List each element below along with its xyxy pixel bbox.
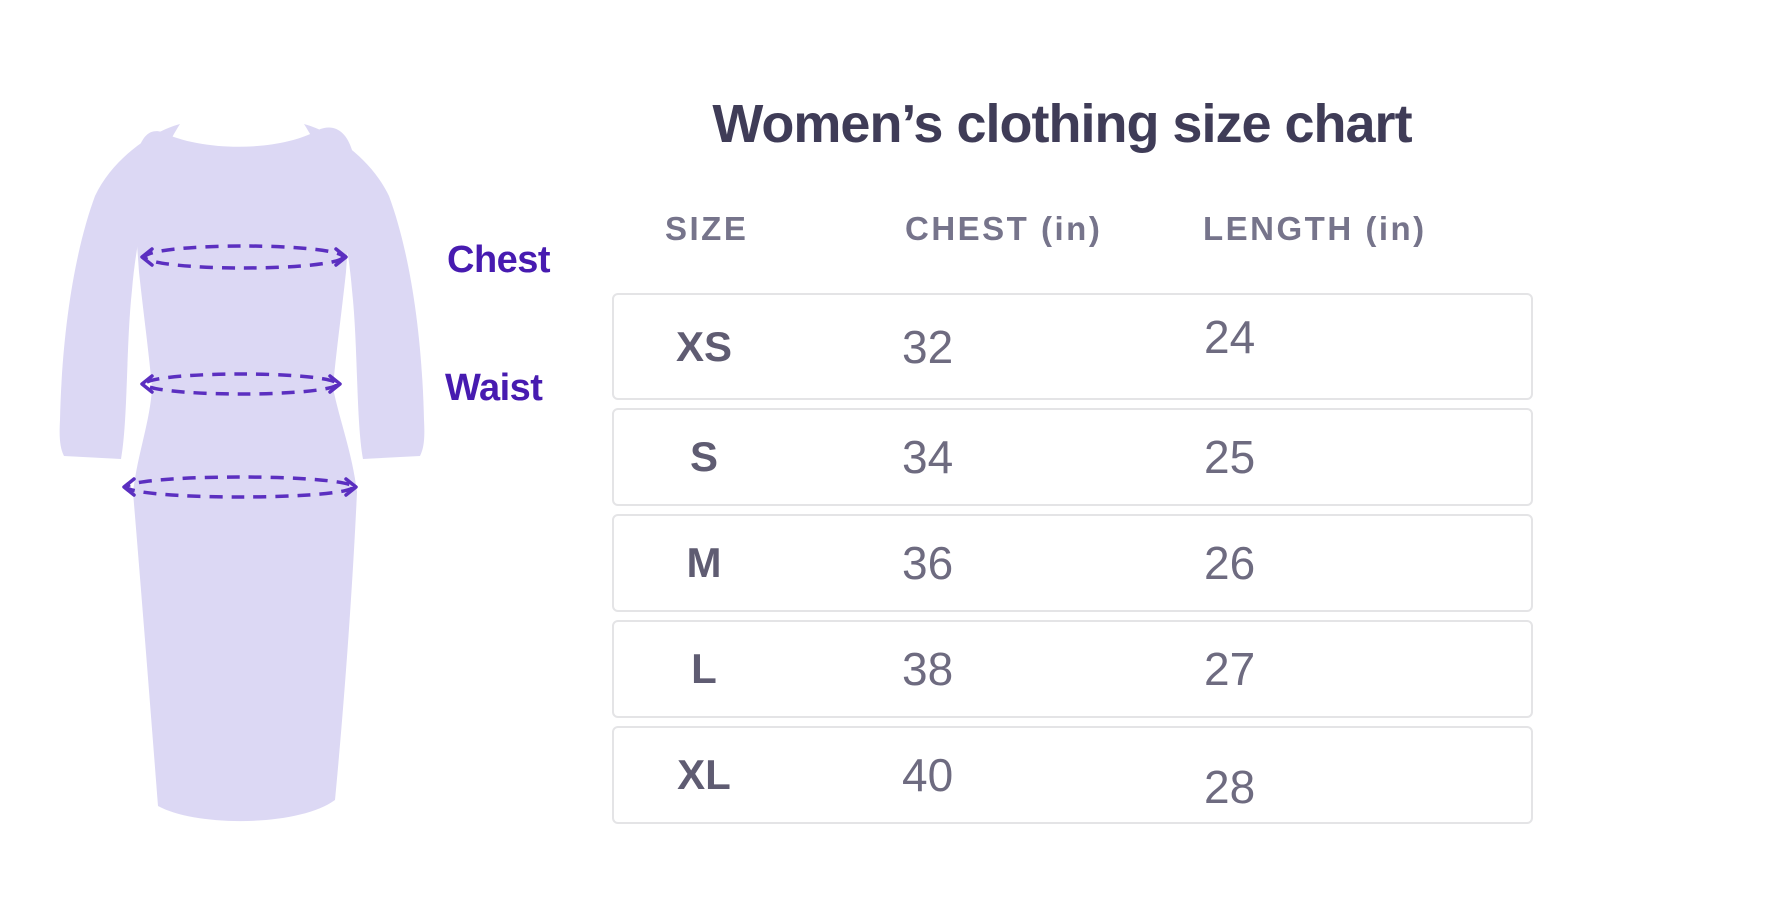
length-value: 27 — [1204, 643, 1256, 695]
dress-body — [133, 127, 357, 822]
column-header-length: LENGTH (in) — [1203, 210, 1427, 247]
size-value: L — [691, 645, 717, 692]
size-value: XL — [677, 751, 731, 798]
waist-arrow-right — [328, 374, 342, 394]
dress-illustration — [59, 124, 425, 822]
length-value: 28 — [1204, 761, 1256, 813]
table-row-m: M 36 26 — [612, 514, 1533, 612]
table-row-s: S 34 25 — [612, 408, 1533, 506]
column-header-chest: CHEST (in) — [905, 210, 1103, 247]
page-title: Women’s clothing size chart — [712, 94, 1412, 154]
hip-measurement-ellipse — [125, 475, 355, 499]
size-value: S — [689, 433, 718, 480]
chest-value: 32 — [902, 320, 954, 373]
chest-arrow-left — [140, 247, 154, 267]
waist-measurement-ellipse — [143, 372, 339, 396]
size-value: M — [686, 539, 722, 586]
table-row-xs: XS 32 24 — [612, 293, 1533, 400]
chest-value: 36 — [902, 537, 954, 589]
table-row-l: L 38 27 — [612, 620, 1533, 718]
size-value: XS — [675, 322, 733, 370]
chest-value: 38 — [902, 643, 954, 695]
length-value: 24 — [1204, 310, 1256, 363]
chest-value: 40 — [902, 749, 954, 801]
hip-arrow-left — [122, 477, 136, 497]
length-value: 26 — [1204, 537, 1256, 589]
chest-measurement-ellipse — [143, 244, 345, 270]
chest-arrow-right — [334, 247, 348, 267]
waist-arrow-left — [140, 374, 154, 394]
dress-right-sleeve — [304, 124, 425, 459]
length-value: 25 — [1204, 431, 1256, 483]
table-row-xl: XL 40 28 — [612, 726, 1533, 824]
column-header-size: SIZE — [665, 210, 749, 247]
waist-label: Waist — [445, 367, 543, 409]
chest-value: 34 — [902, 431, 954, 483]
size-table: XS 32 24 S 34 25 M 36 26 L 38 27 XL 40 2… — [612, 293, 1533, 832]
chest-label: Chest — [447, 239, 551, 281]
hip-arrow-right — [344, 477, 358, 497]
dress-left-sleeve — [59, 124, 180, 459]
